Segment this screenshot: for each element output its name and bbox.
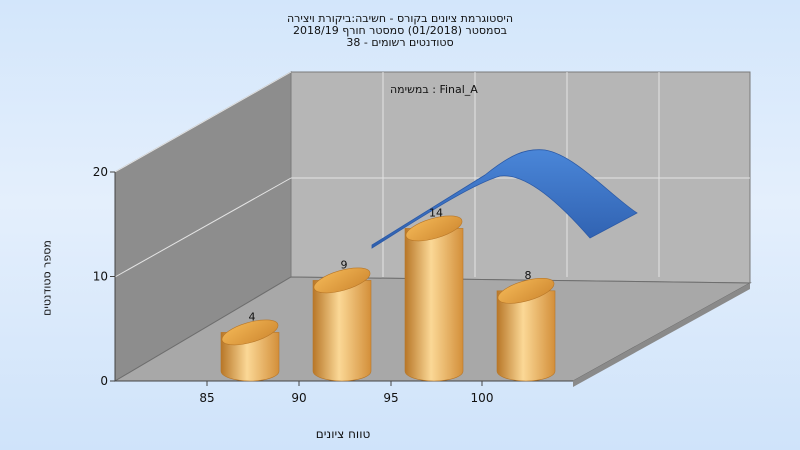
x-tick-label: 100 (471, 391, 494, 405)
data-label: 9 (341, 258, 348, 271)
bar-90 (312, 267, 372, 382)
trend-ribbon (371, 149, 638, 249)
bar-100 (496, 277, 556, 382)
bar-body (496, 290, 556, 382)
y-tick-label: 0 (100, 374, 108, 388)
y-axis-label: מספר סטודנטים (40, 240, 54, 316)
bar-cap (221, 319, 279, 346)
bar-cap (313, 267, 371, 294)
chart-title-line1: היסטוגרמת ציונים בקורס - חשיבה:ביקורת וי… (286, 12, 514, 25)
tick-labels: 0 10 20 85 90 95 100 (93, 165, 494, 405)
bar-body (312, 280, 372, 382)
bar-95 (404, 215, 464, 382)
bar-cap (405, 215, 463, 242)
y-tick-label: 10 (93, 270, 108, 284)
bars: 4 9 14 8 (220, 206, 556, 382)
data-label: 4 (249, 310, 256, 323)
bar-cap (497, 277, 555, 304)
x-axis-label: טווח ציונים (315, 427, 371, 441)
chart-title-line3: סטודנטים רשומים - 38 (346, 36, 454, 49)
bar-85 (220, 319, 280, 382)
chart-title-line2: בסמסטר (01/2018) סמסטר חורף 2018/19 (293, 24, 507, 37)
x-tick-label: 90 (291, 391, 306, 405)
data-label: 14 (429, 206, 443, 219)
x-tick-label: 95 (383, 391, 398, 405)
data-label: 8 (525, 269, 532, 282)
y-tick-label: 20 (93, 165, 108, 179)
bar-body (404, 228, 464, 382)
x-tick-label: 85 (199, 391, 214, 405)
task-annotation: במשימה : Final_A (390, 83, 478, 96)
floor-edge (573, 283, 750, 387)
